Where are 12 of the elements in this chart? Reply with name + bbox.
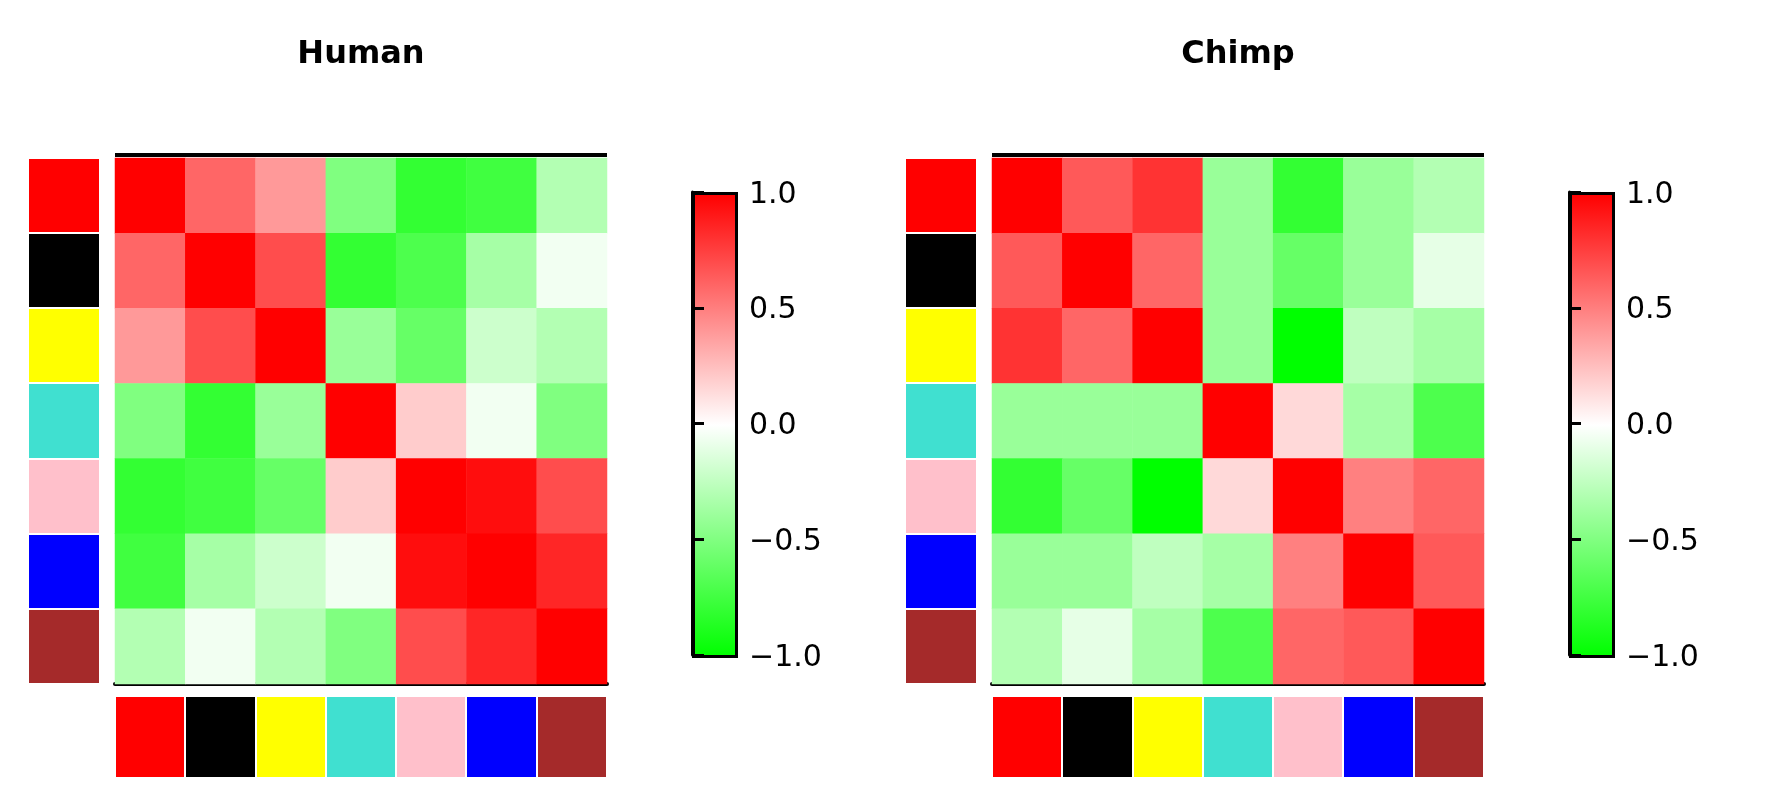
color-bar-label: 1.0 (1626, 174, 1674, 210)
color-bar-label: −1.0 (749, 637, 822, 673)
color-bar-label: −1.0 (1626, 637, 1699, 673)
color-bar-label: 1.0 (749, 174, 797, 210)
chart-title: Human (297, 33, 425, 71)
color-bar-label: −0.5 (749, 521, 822, 557)
color-bar-label: 0.0 (749, 406, 797, 441)
chart-title: Chimp (1181, 33, 1295, 71)
color-bar-label: 0.5 (749, 290, 797, 326)
color-bar-label: 0.5 (1626, 290, 1674, 326)
color-bar-label: −0.5 (1626, 521, 1699, 557)
color-bar-label: 0.0 (1626, 406, 1674, 441)
